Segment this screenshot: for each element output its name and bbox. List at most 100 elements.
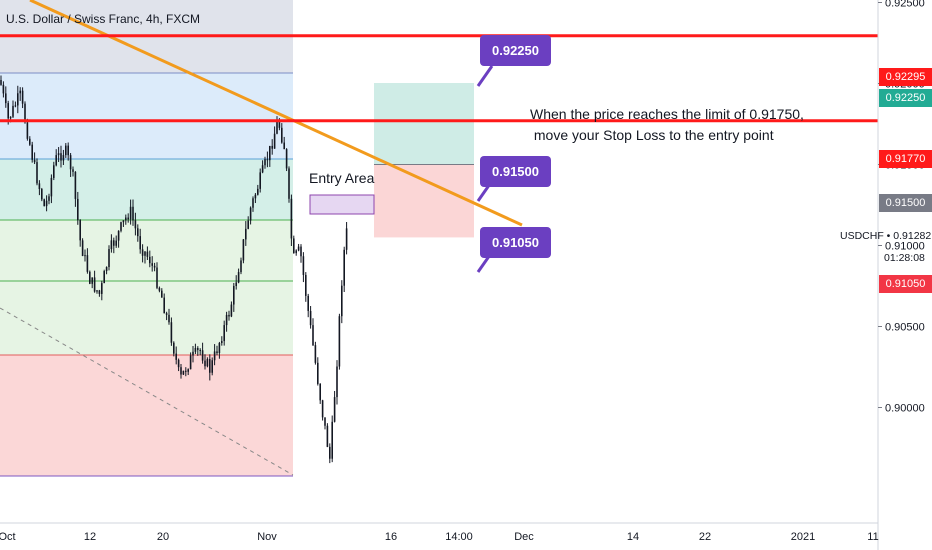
- candle-body: [38, 183, 41, 190]
- callout-pointer-0: [476, 65, 494, 87]
- candle-body: [307, 295, 309, 311]
- stop-callout[interactable]: 0.91050: [480, 227, 551, 258]
- candle-body: [81, 240, 84, 256]
- candle-body: [213, 351, 216, 361]
- candle-body: [177, 359, 180, 368]
- entry-callout[interactable]: 0.91500: [480, 156, 551, 187]
- candle-body: [192, 351, 194, 356]
- candle-body: [96, 290, 98, 292]
- price-tick-label-5: 0.90000: [885, 403, 925, 415]
- candle-body: [21, 90, 24, 104]
- candle-body: [221, 341, 223, 343]
- candle-body: [146, 251, 149, 257]
- price-badge-1: 0.92250: [879, 89, 932, 107]
- candle-body: [77, 198, 79, 221]
- candle-body: [36, 162, 38, 184]
- candle-body: [259, 172, 261, 189]
- candle-body: [329, 446, 331, 459]
- candle-body: [216, 351, 218, 354]
- candle-body: [139, 236, 141, 250]
- candle-body: [247, 220, 249, 229]
- candle-body: [113, 240, 115, 246]
- candle-body: [141, 249, 144, 256]
- candle-body: [110, 240, 113, 250]
- candle-body: [108, 249, 110, 268]
- time-tick-label-8: 22: [699, 531, 711, 543]
- candle-body: [86, 255, 89, 272]
- candle-body: [127, 217, 129, 220]
- candle-body: [43, 199, 45, 207]
- candle-body: [101, 283, 103, 294]
- time-tick-label-2: 20: [157, 531, 169, 543]
- candle-body: [209, 359, 211, 373]
- candle-body: [105, 267, 108, 272]
- entry-area-label: Entry Area: [309, 170, 375, 186]
- bar-countdown: 01:28:08: [884, 252, 925, 264]
- candle-body: [204, 360, 206, 367]
- candle-body: [122, 220, 125, 223]
- candle-body: [338, 316, 341, 367]
- candle-body: [60, 153, 62, 161]
- zone-red: [0, 355, 293, 476]
- time-tick-label-9: 2021: [791, 531, 815, 543]
- candle-body: [252, 198, 254, 208]
- candle-body: [161, 290, 163, 298]
- candle-body: [14, 105, 17, 107]
- candle-body: [312, 325, 314, 346]
- candle-body: [29, 138, 31, 145]
- candle-body: [125, 217, 127, 221]
- candle-body: [45, 200, 48, 207]
- candle-body: [74, 171, 77, 199]
- candle-body: [341, 285, 343, 317]
- price-tick-label-0: 0.92500: [885, 0, 925, 10]
- time-tick-label-4: 16: [385, 531, 397, 543]
- candle-body: [67, 145, 69, 156]
- candle-body: [163, 297, 165, 314]
- candle-body: [158, 287, 161, 291]
- candle-body: [266, 159, 269, 161]
- candle-body: [168, 314, 170, 323]
- candle-body: [151, 263, 153, 266]
- candle-body: [120, 222, 122, 231]
- candle-body: [175, 353, 177, 360]
- candle-body: [249, 207, 252, 221]
- candle-body: [55, 155, 57, 166]
- candle-body: [182, 370, 185, 375]
- candle-body: [98, 290, 101, 294]
- candle-body: [79, 220, 81, 241]
- candle-body: [225, 314, 228, 326]
- target-callout[interactable]: 0.92250: [480, 35, 551, 66]
- candle-body: [197, 348, 199, 351]
- candle-body: [91, 277, 93, 284]
- candle-body: [319, 383, 321, 401]
- candle-body: [24, 103, 26, 123]
- price-badge-4: 0.91050: [879, 275, 932, 293]
- candle-body: [69, 155, 72, 170]
- price-tick-label-4: 0.90500: [885, 322, 925, 334]
- entry-area-box: [309, 194, 375, 215]
- position-stop-zone: [374, 164, 474, 238]
- candle-body: [264, 159, 266, 166]
- candle-body: [326, 425, 329, 447]
- candle-body: [314, 345, 317, 363]
- candle-body: [293, 238, 295, 254]
- time-tick-label-3: Nov: [257, 531, 277, 543]
- candle-body: [185, 370, 187, 372]
- candle-body: [300, 246, 302, 257]
- candle-body: [343, 249, 345, 286]
- zone-green: [0, 220, 293, 355]
- candle-body: [132, 206, 134, 221]
- candle-body: [211, 360, 213, 373]
- candle-body: [261, 165, 264, 173]
- candle-body: [237, 272, 240, 283]
- candle-body: [33, 159, 36, 163]
- candle-body: [153, 265, 156, 268]
- candle-body: [65, 145, 67, 156]
- candle-body: [336, 366, 338, 398]
- time-tick-label-10: 11: [867, 531, 878, 543]
- time-tick-label-7: 14: [627, 531, 639, 543]
- price-badge-3: 0.91500: [879, 194, 932, 212]
- candle-body: [48, 196, 50, 201]
